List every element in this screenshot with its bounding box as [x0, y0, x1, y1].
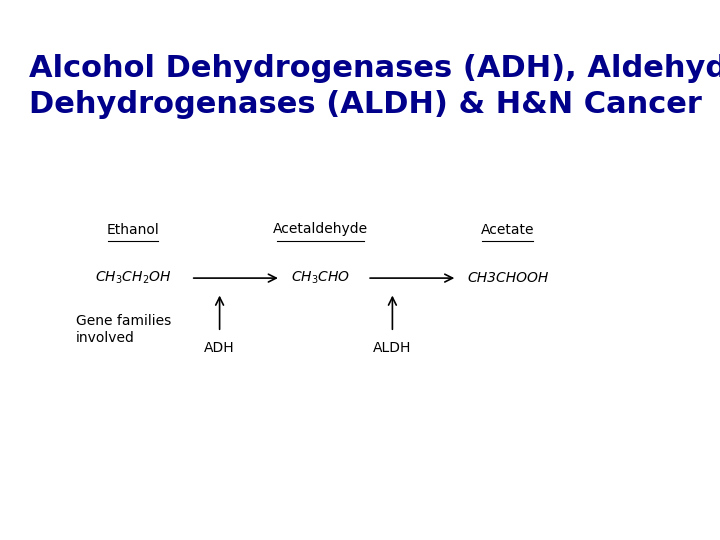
Text: ADH: ADH	[204, 341, 235, 355]
Text: Gene families
involved: Gene families involved	[76, 314, 171, 345]
Text: ALDH: ALDH	[373, 341, 412, 355]
Text: Ethanol: Ethanol	[107, 222, 160, 237]
Text: CH3CHOOH: CH3CHOOH	[467, 271, 548, 285]
Text: CH$_3$CHO: CH$_3$CHO	[291, 270, 350, 286]
Text: CH$_3$CH$_2$OH: CH$_3$CH$_2$OH	[95, 270, 171, 286]
Text: Acetate: Acetate	[481, 222, 534, 237]
Text: Acetaldehyde: Acetaldehyde	[273, 222, 368, 237]
Text: Alcohol Dehydrogenases (ADH), Aldehyde
Dehydrogenases (ALDH) & H&N Cancer: Alcohol Dehydrogenases (ADH), Aldehyde D…	[29, 54, 720, 119]
